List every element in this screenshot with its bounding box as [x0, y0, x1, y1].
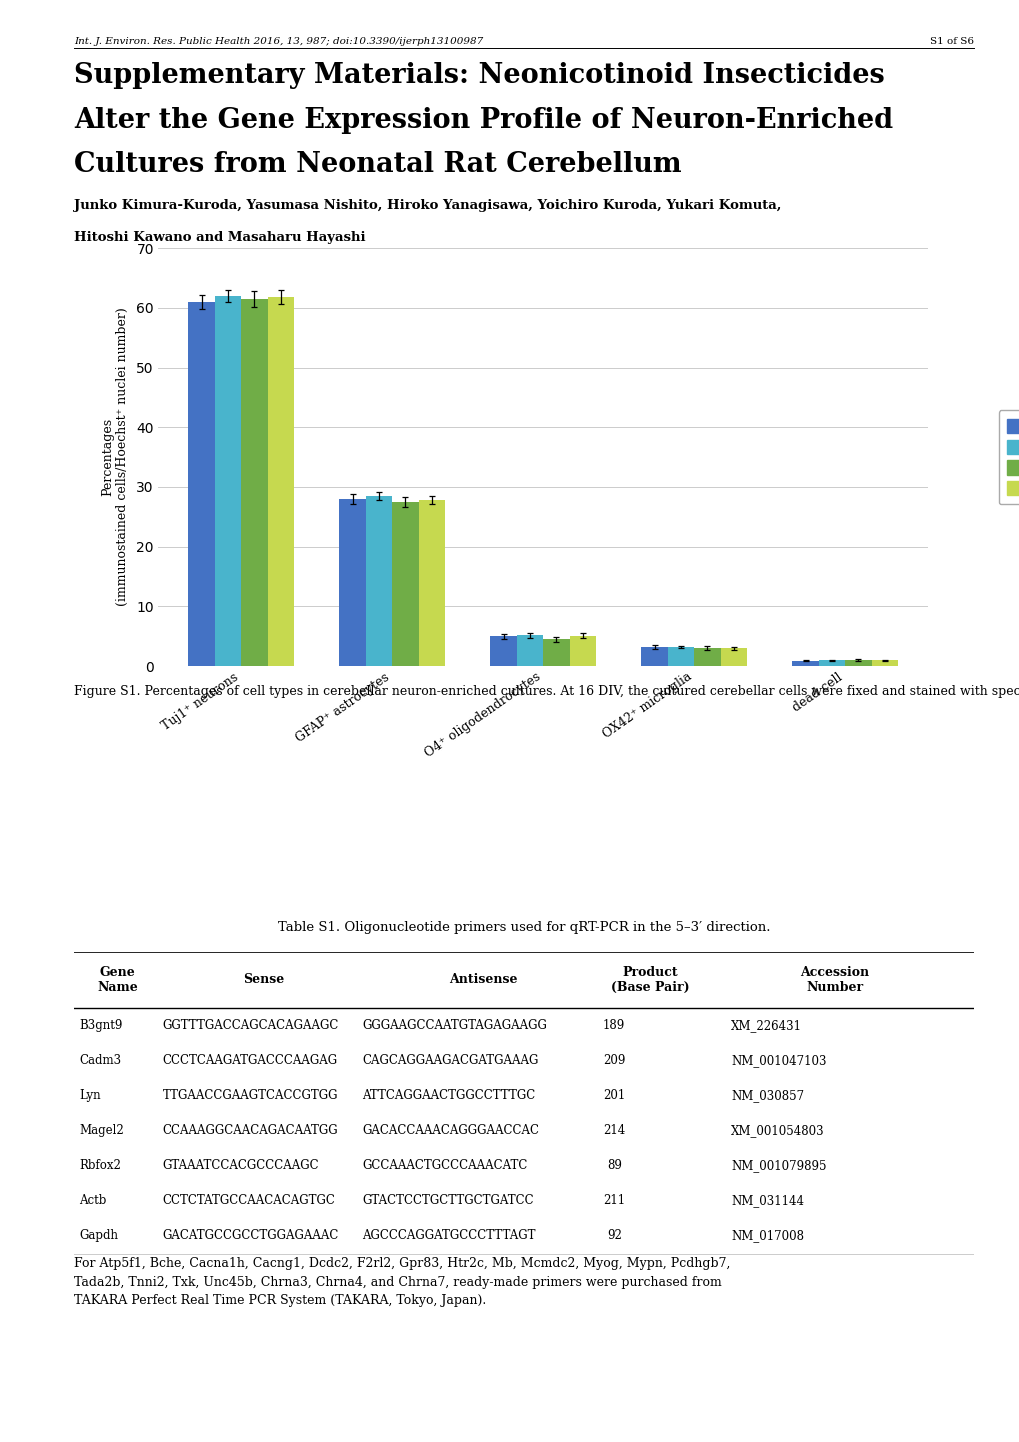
Text: 211: 211: [602, 1194, 625, 1207]
Text: 209: 209: [602, 1054, 625, 1067]
Text: Rbfox2: Rbfox2: [78, 1159, 120, 1172]
Bar: [366, 496, 391, 666]
Text: Cadm3: Cadm3: [78, 1054, 121, 1067]
Text: GCCAAACTGCCCAAACATC: GCCAAACTGCCCAAACATC: [362, 1159, 527, 1172]
Text: XM_001054803: XM_001054803: [731, 1123, 824, 1136]
Text: Gapdh: Gapdh: [78, 1229, 118, 1242]
Text: NM_017008: NM_017008: [731, 1229, 803, 1242]
Text: NM_030857: NM_030857: [731, 1089, 804, 1102]
Text: XM_226431: XM_226431: [731, 1018, 801, 1032]
Bar: [641, 647, 667, 666]
Text: Lyn: Lyn: [78, 1089, 101, 1102]
Text: Table S1. Oligonucleotide primers used for qRT-PCR in the 5–3′ direction.: Table S1. Oligonucleotide primers used f…: [278, 920, 769, 934]
Text: Actb: Actb: [78, 1194, 106, 1207]
Text: GGGAAGCCAATGTAGAGAAGG: GGGAAGCCAATGTAGAGAAGG: [362, 1018, 546, 1032]
Text: ATTCAGGAACTGGCCTTTGC: ATTCAGGAACTGGCCTTTGC: [362, 1089, 535, 1102]
Y-axis label: Percentages
(immunostained cells/Hoechst⁺ nuclei number): Percentages (immunostained cells/Hoechst…: [101, 307, 129, 607]
Text: GTAAATCCACGCCCAAGC: GTAAATCCACGCCCAAGC: [162, 1159, 319, 1172]
Bar: [517, 634, 543, 666]
Bar: [240, 298, 267, 666]
Text: AGCCCAGGATGCCCTTTAGT: AGCCCAGGATGCCCTTTAGT: [362, 1229, 535, 1242]
Text: Supplementary Materials: Neonicotinoid Insecticides: Supplementary Materials: Neonicotinoid I…: [74, 62, 884, 89]
Text: GGTTTGACCAGCACAGAAGC: GGTTTGACCAGCACAGAAGC: [162, 1018, 338, 1032]
Bar: [543, 639, 569, 666]
Bar: [215, 296, 240, 666]
Bar: [694, 649, 719, 666]
Text: CCAAAGGCAACAGACAATGG: CCAAAGGCAACAGACAATGG: [162, 1123, 338, 1136]
Text: NM_031144: NM_031144: [731, 1194, 803, 1207]
Bar: [339, 499, 366, 666]
Text: Accession
Number: Accession Number: [799, 966, 868, 994]
Text: S1 of S6: S1 of S6: [929, 37, 973, 46]
Text: B3gnt9: B3gnt9: [78, 1018, 122, 1032]
Text: TTGAACCGAAGTCACCGTGG: TTGAACCGAAGTCACCGTGG: [162, 1089, 337, 1102]
Bar: [818, 660, 845, 666]
Text: Product
(Base Pair): Product (Base Pair): [610, 966, 689, 994]
Bar: [667, 647, 694, 666]
Text: Figure S1. Percentages of cell types in cerebellar neuron-enriched cultures. At : Figure S1. Percentages of cell types in …: [74, 685, 1019, 698]
Bar: [391, 502, 418, 666]
Text: NM_001079895: NM_001079895: [731, 1159, 825, 1172]
Text: Alter the Gene Expression Profile of Neuron-Enriched: Alter the Gene Expression Profile of Neu…: [74, 107, 893, 134]
Text: CAGCAGGAAGACGATGAAAG: CAGCAGGAAGACGATGAAAG: [362, 1054, 538, 1067]
Text: 189: 189: [602, 1018, 625, 1032]
Text: Sense: Sense: [243, 973, 283, 986]
Text: 214: 214: [602, 1123, 625, 1136]
Bar: [870, 660, 897, 666]
Text: Cultures from Neonatal Rat Cerebellum: Cultures from Neonatal Rat Cerebellum: [74, 151, 682, 179]
Text: NM_001047103: NM_001047103: [731, 1054, 825, 1067]
Text: Int. J. Environ. Res. Public Health 2016, 13, 987; doi:10.3390/ijerph13100987: Int. J. Environ. Res. Public Health 2016…: [74, 37, 483, 46]
Text: Antisense: Antisense: [449, 973, 518, 986]
Bar: [189, 301, 215, 666]
Text: Magel2: Magel2: [78, 1123, 123, 1136]
Text: CCCTCAAGATGACCCAAGAG: CCCTCAAGATGACCCAAGAG: [162, 1054, 337, 1067]
Bar: [267, 297, 293, 666]
Text: CCTCTATGCCAACACAGTGC: CCTCTATGCCAACACAGTGC: [162, 1194, 335, 1207]
Bar: [418, 500, 444, 666]
Text: GACATGCCGCCTGGAGAAAC: GACATGCCGCCTGGAGAAAC: [162, 1229, 338, 1242]
Text: GTACTCCTGCTTGCTGATCC: GTACTCCTGCTTGCTGATCC: [362, 1194, 533, 1207]
Text: Hitoshi Kawano and Masaharu Hayashi: Hitoshi Kawano and Masaharu Hayashi: [74, 231, 366, 244]
Bar: [845, 659, 870, 666]
Text: For Atp5f1, Bche, Cacna1h, Cacng1, Dcdc2, F2rl2, Gpr83, Htr2c, Mb, Mcmdc2, Myog,: For Atp5f1, Bche, Cacna1h, Cacng1, Dcdc2…: [74, 1257, 731, 1308]
Text: 92: 92: [606, 1229, 621, 1242]
Text: 89: 89: [606, 1159, 621, 1172]
Text: Junko Kimura-Kuroda, Yasumasa Nishito, Hiroko Yanagisawa, Yoichiro Kuroda, Yukar: Junko Kimura-Kuroda, Yasumasa Nishito, H…: [74, 199, 782, 212]
Text: 201: 201: [602, 1089, 625, 1102]
Bar: [490, 636, 517, 666]
Text: Gene
Name: Gene Name: [97, 966, 138, 994]
Bar: [792, 660, 818, 666]
Legend: Control, NIC, ACE, IMI: Control, NIC, ACE, IMI: [998, 410, 1019, 505]
Bar: [569, 636, 595, 666]
Text: GACACCAAACAGGGAACCAC: GACACCAAACAGGGAACCAC: [362, 1123, 539, 1136]
Bar: [719, 649, 746, 666]
